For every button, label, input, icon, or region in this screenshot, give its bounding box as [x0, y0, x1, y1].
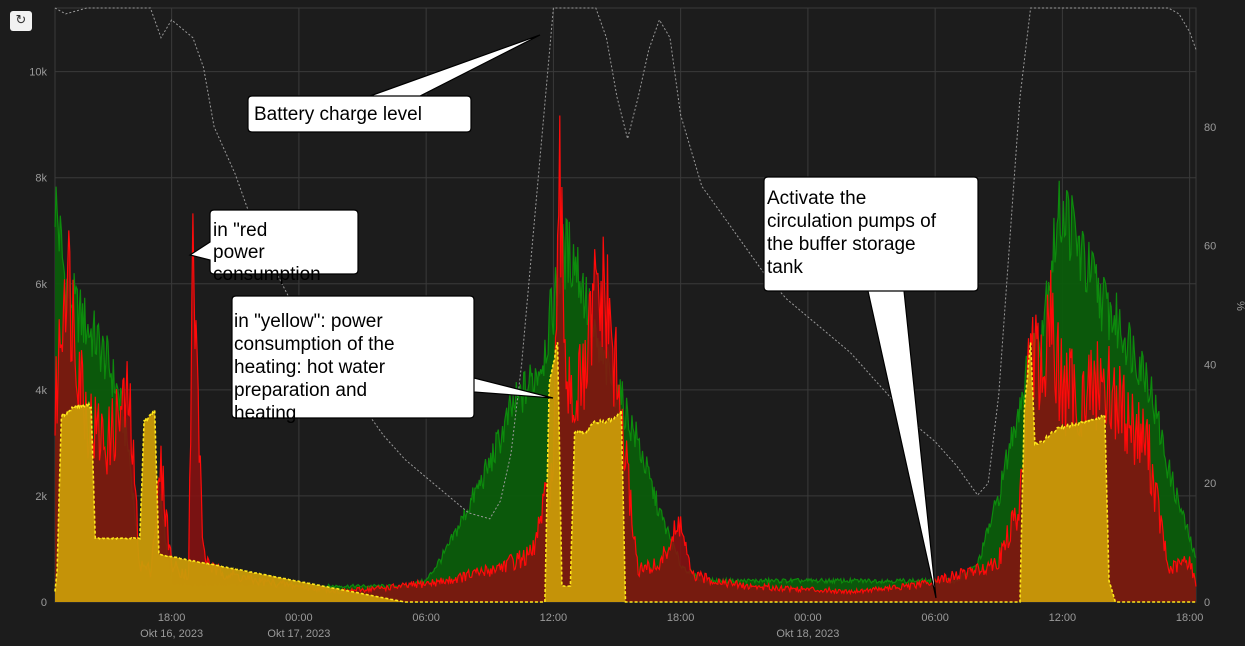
- series-battery-line: [54, 7, 1197, 520]
- callout-red-text: in "red power consumption: [213, 220, 321, 285]
- callout-red: in "red power consumption: [188, 209, 359, 285]
- series-yellow-area: [55, 342, 1196, 602]
- y-tick-left: 8k: [35, 173, 47, 185]
- y-tick-right: 20: [1204, 478, 1216, 490]
- series-layer: [54, 7, 1197, 603]
- y-tick-left: 10k: [29, 67, 47, 79]
- x-tick-date: Okt 17, 2023: [267, 628, 330, 640]
- y-tick-right: 80: [1204, 122, 1216, 134]
- callout-battery-bubble: [247, 34, 541, 133]
- y-tick-right: 60: [1204, 241, 1216, 253]
- x-tick: 06:00: [921, 612, 949, 624]
- y-tick-left: 4k: [35, 385, 47, 397]
- x-tick-date: Okt 16, 2023: [140, 628, 203, 640]
- callout-battery: Battery charge level: [247, 34, 541, 133]
- series-yellow-line: [54, 342, 1196, 603]
- callout-pumps: Activate the circulation pumps of the buff…: [763, 176, 979, 599]
- callout-yellow-bubble: [231, 295, 554, 419]
- x-tick: 00:00: [794, 612, 822, 624]
- callout-yellow: in "yellow": power consumption of the heat…: [231, 295, 554, 424]
- refresh-icon[interactable]: ↻: [10, 11, 32, 31]
- x-tick: 06:00: [412, 612, 440, 624]
- callout-yellow-text: in "yellow": power consumption of the heat…: [234, 311, 395, 424]
- y-tick-left: 0: [41, 597, 47, 609]
- x-tick: 12:00: [1049, 612, 1077, 624]
- x-tick: 00:00: [285, 612, 313, 624]
- x-tick: 18:00: [667, 612, 695, 624]
- x-tick: 12:00: [540, 612, 568, 624]
- callout-pumps-text: Activate the circulation pumps of the buff…: [767, 188, 937, 278]
- callout-red-bubble: [188, 209, 359, 275]
- x-tick: 18:00: [1176, 612, 1204, 624]
- y-tick-left: 6k: [35, 279, 47, 291]
- y-tick-right: 40: [1204, 359, 1216, 371]
- right-axis-label: %: [1234, 301, 1245, 311]
- axes: 0 2k 4k 6k 8k 10k 0 20 40 60 80 18:00 Okt 16, 2023 00…: [29, 67, 1216, 640]
- callout-battery-text: Battery charge level: [254, 104, 422, 125]
- y-tick-right: 0: [1204, 597, 1210, 609]
- callout-pumps-bubble: [763, 176, 979, 599]
- x-tick-date: Okt 18, 2023: [776, 628, 839, 640]
- x-tick: 18:00: [158, 612, 186, 624]
- y-tick-left: 2k: [35, 491, 47, 503]
